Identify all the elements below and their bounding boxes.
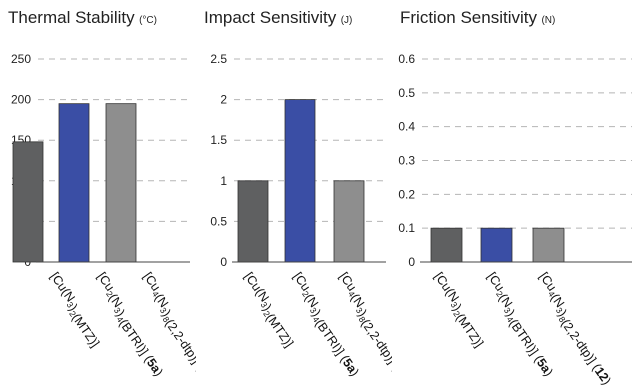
thermal-stability-plot: 050100150200250[Cu(N3)2(MTZ)][Cu2(N3)4(B… <box>11 52 196 388</box>
chart-title-text: Thermal Stability <box>8 8 135 27</box>
chart-title: Impact Sensitivity (J) <box>204 8 352 28</box>
category-label-text: [Cu(N3)2(MTZ)] <box>427 270 491 350</box>
category-label-text: [Cu2(N3)4(BTRI)] (5a) <box>477 270 563 379</box>
y-tick-label: 0.1 <box>398 221 415 235</box>
bar <box>480 227 513 263</box>
chart-title: Friction Sensitivity (N) <box>400 8 555 28</box>
impact-sensitivity-panel: Impact Sensitivity (J) 0 0.5 1 1.5 2 2.5 [Cu(N… <box>196 0 392 389</box>
y-tick-label: 250 <box>11 52 31 66</box>
category-label: [Cu2(N3)4(BTRI)] (5a) <box>477 270 563 379</box>
category-label-text: [Cu(N3)2(MTZ)] <box>237 270 301 350</box>
category-label-text: [Cu4(N3)8(2,2-dtp)] (12) <box>133 270 196 388</box>
y-tick-label: 0 <box>220 255 227 269</box>
chart-title: Thermal Stability (°C) <box>8 8 157 28</box>
chart-unit: (N) <box>541 15 556 26</box>
category-label: [Cu2(N3)4(BTRI)] (5a) <box>283 270 369 379</box>
category-label-text: [Cu(N3)2(MTZ)] <box>43 270 107 350</box>
bar <box>12 141 44 263</box>
category-label-text: [Cu4(N3)8(2,2-dtp)] (12) <box>529 270 621 388</box>
category-label: [Cu4(N3)8(2,2-dtp)] (12) <box>529 270 621 388</box>
category-label-text: [Cu4(N3)8(2,2-dtp)] (12) <box>329 270 392 388</box>
y-tick-label: 2.5 <box>210 52 227 66</box>
chart-unit: (°C) <box>139 15 157 26</box>
chart-title-text: Impact Sensitivity <box>204 8 337 27</box>
y-tick-label: 0.5 <box>398 86 415 100</box>
category-label: [Cu(N3)2(MTZ)] <box>43 270 107 350</box>
friction-sensitivity-plot: 0 0.1 0.2 0.3 0.4 0.5 0.6 [Cu(N3)2(MTZ)][Cu2(N3… <box>398 52 632 388</box>
y-tick-label: 1.5 <box>210 133 227 147</box>
thermal-stability-panel: Thermal Stability (°C) 050100150200250[C… <box>0 0 196 389</box>
bar <box>333 180 365 263</box>
y-tick-label: 200 <box>11 93 31 107</box>
impact-sensitivity-plot: 0 0.5 1 1.5 2 2.5 [Cu(N3)2(MTZ)][Cu2(N3)4(BTRI… <box>210 52 392 388</box>
category-label: [Cu4(N3)8(2,2-dtp)] (12) <box>133 270 196 388</box>
friction-sensitivity-panel: Friction Sensitivity (N) 0 0.1 0.2 0.3 0.4 0.… <box>392 0 638 389</box>
y-tick-label: 0.6 <box>398 52 415 66</box>
y-tick-label: 0.3 <box>398 154 415 168</box>
y-tick-label: 1 <box>220 174 227 188</box>
bar <box>105 103 137 263</box>
category-label-text: [Cu2(N3)4(BTRI)] (5a) <box>283 270 369 379</box>
chart-title-text: Friction Sensitivity <box>400 8 537 27</box>
category-label: [Cu4(N3)8(2,2-dtp)] (12) <box>329 270 392 388</box>
bar <box>58 103 90 263</box>
y-tick-label: 2 <box>220 93 227 107</box>
y-tick-label: 0.5 <box>210 214 227 228</box>
bar <box>430 227 463 263</box>
category-label: [Cu(N3)2(MTZ)] <box>427 270 491 350</box>
y-tick-label: 0.4 <box>398 120 415 134</box>
y-tick-label: 0 <box>408 255 415 269</box>
category-label: [Cu(N3)2(MTZ)] <box>237 270 301 350</box>
bar <box>237 180 269 263</box>
bar <box>532 227 565 263</box>
chart-unit: (J) <box>340 15 353 26</box>
bar <box>284 99 316 263</box>
y-tick-label: 0.2 <box>398 187 415 201</box>
